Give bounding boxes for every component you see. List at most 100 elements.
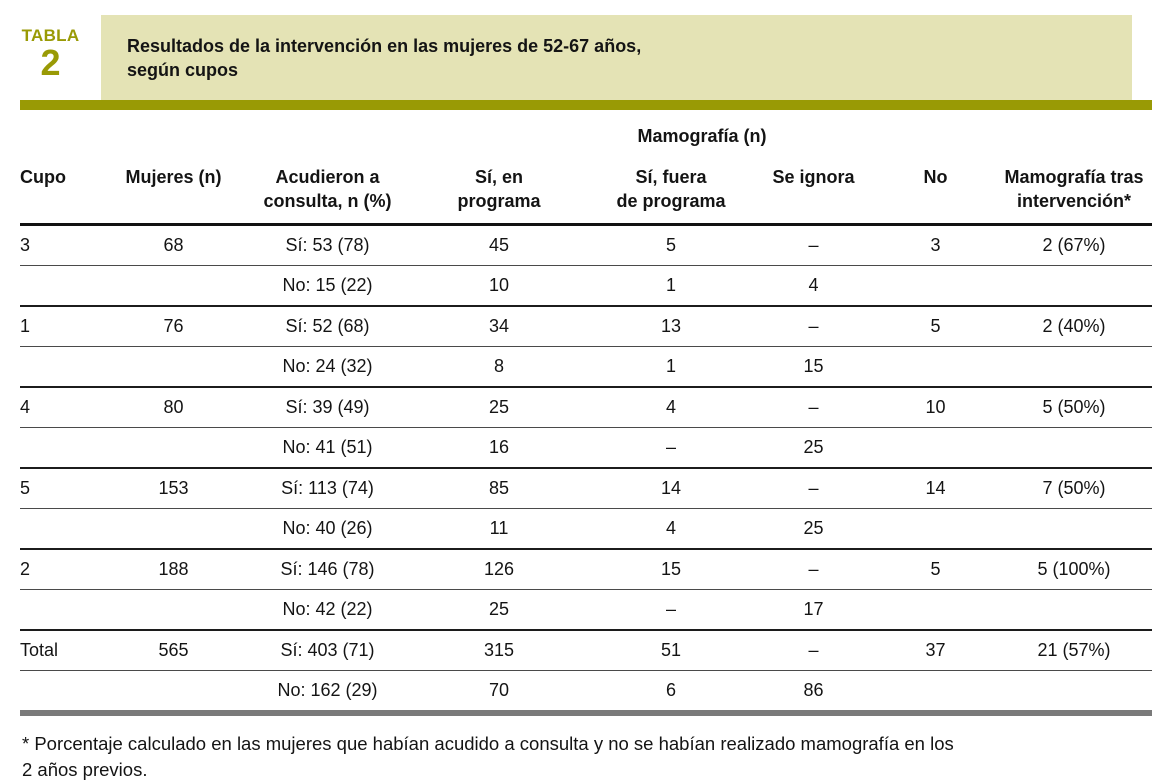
table-cell: 126 bbox=[408, 548, 590, 590]
table-cell: 21 (57%) bbox=[996, 629, 1153, 671]
table-cell: 13 bbox=[590, 305, 752, 347]
table-cell: – bbox=[752, 467, 875, 509]
table-cell: 4 bbox=[752, 265, 875, 306]
table-cell: – bbox=[752, 548, 875, 590]
table-cell: No: 40 (26) bbox=[247, 508, 408, 549]
table-cell: Sí: 146 (78) bbox=[247, 548, 408, 590]
table-cell: 188 bbox=[100, 548, 247, 590]
table-cell: 5 (100%) bbox=[996, 548, 1153, 590]
table-row-total-no: No: 162 (29) 70 6 86 bbox=[20, 670, 1153, 710]
column-header-cupo: Cupo bbox=[20, 162, 100, 226]
table-cell bbox=[996, 508, 1153, 549]
table-cell: 25 bbox=[408, 386, 590, 428]
table-cell: Sí: 53 (78) bbox=[285, 235, 370, 255]
table-cell: 14 bbox=[590, 467, 752, 509]
table-cell: 86 bbox=[752, 670, 875, 710]
table-cell: 80 bbox=[100, 386, 247, 428]
table-cell: 153 bbox=[100, 467, 247, 509]
table-cell bbox=[100, 346, 247, 387]
column-header-si-en-programa: Sí, en programa bbox=[408, 162, 590, 226]
table-cell bbox=[20, 346, 100, 387]
table-cell bbox=[996, 346, 1153, 387]
table-cell bbox=[875, 427, 997, 468]
table-cell bbox=[20, 427, 100, 468]
table-cell: 5 bbox=[875, 305, 997, 347]
table-cell: 3 bbox=[20, 235, 31, 255]
table-row: 5 153 Sí: 113 (74) 85 14 – 14 7 (50%) bbox=[20, 467, 1153, 509]
table-cell: – bbox=[808, 235, 819, 255]
table-cell: 4 bbox=[590, 508, 752, 549]
table-cell: Sí: 52 (68) bbox=[247, 305, 408, 347]
table-cell: 1 bbox=[20, 305, 100, 347]
table-cell: No: 42 (22) bbox=[247, 589, 408, 630]
table-cell: Sí: 39 (49) bbox=[247, 386, 408, 428]
table-cell bbox=[20, 670, 100, 710]
table-cell: – bbox=[590, 589, 752, 630]
table-row: No: 24 (32) 8 1 15 bbox=[20, 346, 1153, 387]
table-cell: 3 bbox=[930, 235, 941, 255]
results-table: Mamografía (n) Cupo Mujeres (n) Acudiero… bbox=[20, 110, 1153, 710]
table-cell: 68 bbox=[163, 235, 184, 255]
table-cell bbox=[875, 670, 997, 710]
table-header-block: TABLA 2 Resultados de la intervención en… bbox=[0, 0, 1165, 100]
table-cell: 25 bbox=[752, 508, 875, 549]
column-header-mujeres: Mujeres (n) bbox=[100, 162, 247, 226]
table-cell: No: 15 (22) bbox=[247, 265, 408, 306]
column-header-si-fuera: Sí, fuera de programa bbox=[590, 162, 752, 226]
table-cell: 7 (50%) bbox=[996, 467, 1153, 509]
footnote: * Porcentaje calculado en las mujeres qu… bbox=[22, 733, 954, 780]
table-cell: – bbox=[752, 305, 875, 347]
table-cell bbox=[875, 589, 997, 630]
table-cell: – bbox=[752, 629, 875, 671]
table-row: 1 76 Sí: 52 (68) 34 13 – 5 2 (40%) bbox=[20, 305, 1153, 347]
table-body: 3 68 Sí: 53 (78) 45 5 – 3 2 (67%) No: 15… bbox=[20, 225, 1153, 710]
table-cell bbox=[996, 427, 1153, 468]
table-row: 2 188 Sí: 146 (78) 126 15 – 5 5 (100%) bbox=[20, 548, 1153, 590]
bottom-gray-rule bbox=[20, 710, 1152, 716]
table-cell: 37 bbox=[875, 629, 997, 671]
table-cell: – bbox=[590, 427, 752, 468]
table-cell bbox=[100, 589, 247, 630]
table-row: 4 80 Sí: 39 (49) 25 4 – 10 5 (50%) bbox=[20, 386, 1153, 428]
table-cell bbox=[996, 265, 1153, 306]
table-cell: 4 bbox=[590, 386, 752, 428]
table-cell: 10 bbox=[875, 386, 997, 428]
table-cell: 2 (67%) bbox=[1042, 235, 1106, 255]
table-row: 3 68 Sí: 53 (78) 45 5 – 3 2 (67%) bbox=[20, 225, 1152, 266]
table-cell bbox=[996, 670, 1153, 710]
tabla-word: TABLA bbox=[21, 26, 80, 45]
table-cell bbox=[996, 589, 1153, 630]
column-header-mamografia-tras: Mamografía tras intervención* bbox=[996, 162, 1153, 226]
table-cell bbox=[20, 589, 100, 630]
table-cell: 15 bbox=[752, 346, 875, 387]
table-cell: 34 bbox=[408, 305, 590, 347]
table-cell: Total bbox=[20, 629, 100, 671]
table-cell: 5 bbox=[665, 235, 676, 255]
table-cell: Sí: 403 (71) bbox=[247, 629, 408, 671]
table-cell: No: 162 (29) bbox=[247, 670, 408, 710]
group-header-row: Mamografía (n) bbox=[20, 110, 1152, 162]
table-row: No: 41 (51) 16 – 25 bbox=[20, 427, 1153, 468]
table-cell: 2 bbox=[20, 548, 100, 590]
table-number-label: TABLA 2 bbox=[0, 15, 101, 100]
table-cell: – bbox=[752, 386, 875, 428]
column-header-se-ignora: Se ignora bbox=[752, 162, 875, 226]
table-cell: 51 bbox=[590, 629, 752, 671]
column-header-acudieron: Acudieron a consulta, n (%) bbox=[247, 162, 408, 226]
table-cell: 16 bbox=[408, 427, 590, 468]
table-row-total: Total 565 Sí: 403 (71) 315 51 – 37 21 (5… bbox=[20, 629, 1153, 671]
table-cell: Sí: 113 (74) bbox=[247, 467, 408, 509]
table-cell: 17 bbox=[752, 589, 875, 630]
table-cell: 1 bbox=[590, 265, 752, 306]
table-cell: 76 bbox=[100, 305, 247, 347]
table-cell bbox=[875, 265, 997, 306]
title-box: Resultados de la intervención en las muj… bbox=[101, 15, 1132, 100]
table-row: No: 42 (22) 25 – 17 bbox=[20, 589, 1153, 630]
table-cell bbox=[100, 265, 247, 306]
table-cell: 14 bbox=[875, 467, 997, 509]
table-cell bbox=[20, 265, 100, 306]
table-cell: No: 24 (32) bbox=[247, 346, 408, 387]
table-cell: 1 bbox=[590, 346, 752, 387]
table-row: No: 40 (26) 11 4 25 bbox=[20, 508, 1153, 549]
table-cell: 70 bbox=[408, 670, 590, 710]
